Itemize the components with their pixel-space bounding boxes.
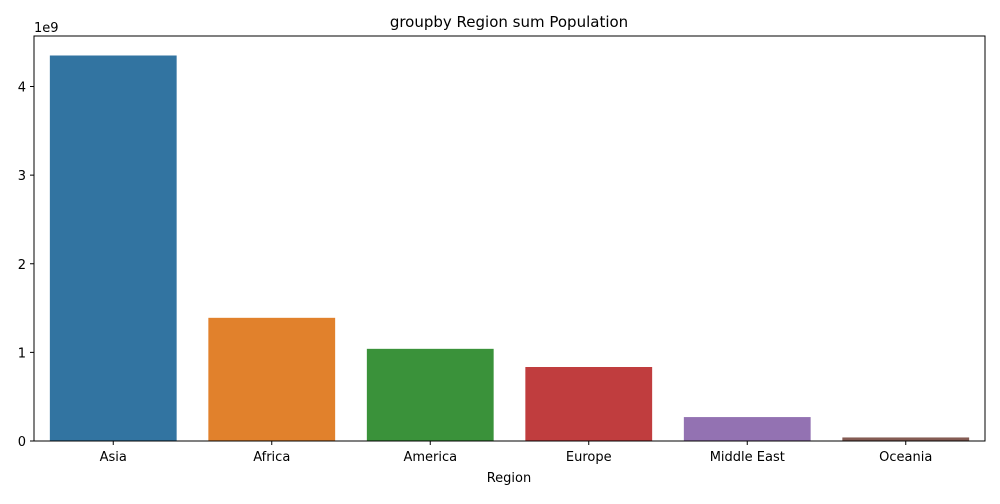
bar-europe <box>525 367 653 441</box>
x-tick-label: Oceania <box>879 450 932 465</box>
y-axis-offset-label: 1e9 <box>34 21 59 36</box>
x-tick-label: Africa <box>253 450 290 465</box>
bar-middle-east <box>683 417 811 441</box>
x-tick-label: Middle East <box>710 450 785 465</box>
axes-layer: Asia Africa America Europe Middle East Oceani… <box>18 35 986 465</box>
bars-layer <box>49 55 970 442</box>
bar-asia <box>49 55 177 442</box>
plot-frame <box>33 35 986 442</box>
x-tick-label: Asia <box>100 450 127 465</box>
y-tick-label: 4 <box>18 81 26 96</box>
y-tick-label: 2 <box>18 258 26 273</box>
y-tick-label: 3 <box>18 169 26 184</box>
y-tick-label: 0 <box>18 435 26 450</box>
x-axis-label: Region <box>487 471 532 486</box>
x-tick-label: America <box>403 450 457 465</box>
bar-oceania <box>842 437 970 441</box>
chart-title: groupby Region sum Population <box>390 13 628 31</box>
bar-america <box>366 348 494 441</box>
y-tick-label: 1 <box>18 346 26 361</box>
bar-africa <box>208 317 336 441</box>
x-tick-label: Europe <box>566 450 612 465</box>
